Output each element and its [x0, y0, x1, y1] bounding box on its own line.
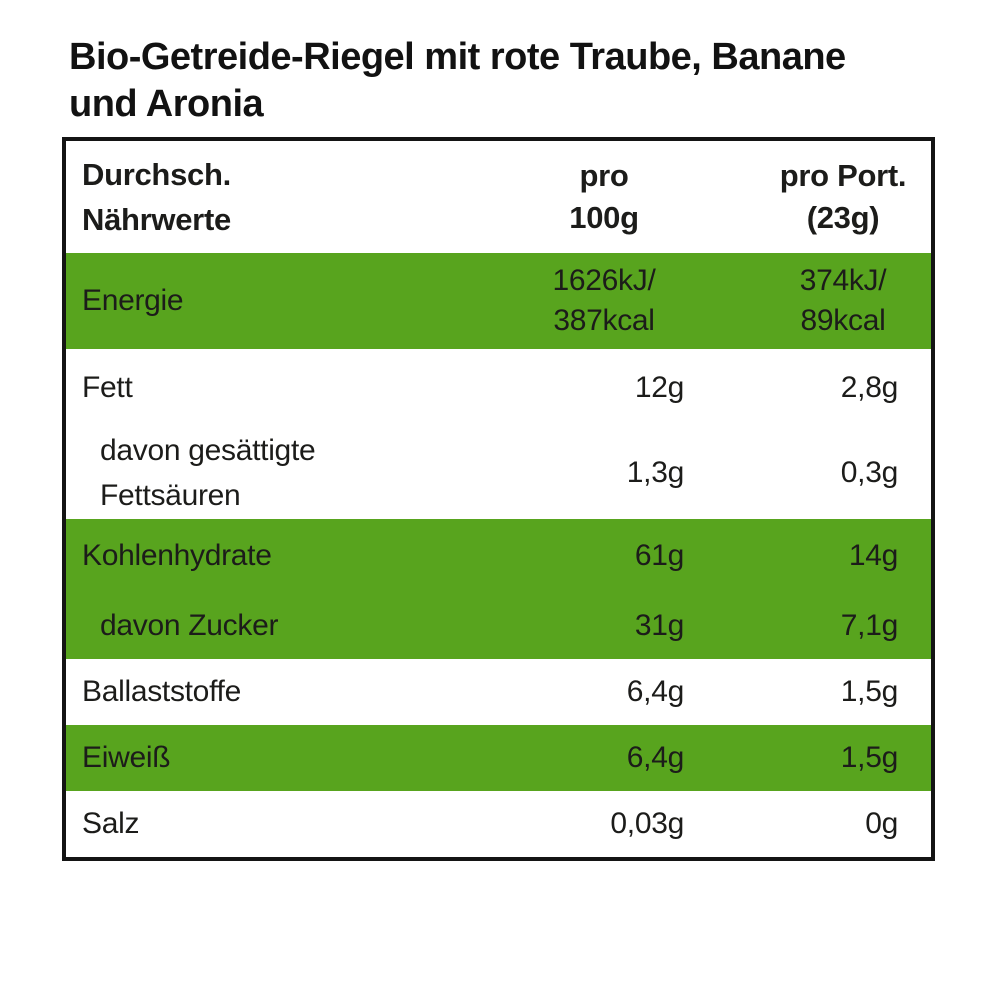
header-nutrients-line-2: Nährwerte: [82, 202, 231, 237]
row-gesaettigte-fettsaeuren: davon gesättigte Fettsäuren 1,3g 0,3g: [66, 427, 931, 519]
cell-portion: 374kJ/ 89kcal: [722, 261, 931, 341]
header-nutrients-line-1: Durchsch.: [82, 157, 231, 192]
energy-portion-kcal: 89kcal: [800, 304, 886, 337]
cell-portion: 1,5g: [840, 675, 899, 708]
cell-per100g: 12g: [634, 371, 684, 404]
header-per-portion-line-1: pro Port.: [779, 158, 907, 193]
product-title-line-1: Bio-Getreide-Riegel mit rote Traube, Ban…: [69, 36, 846, 78]
row-davon-zucker: davon Zucker 31g 7,1g: [66, 593, 931, 659]
product-title-line-2: und Aronia: [69, 83, 264, 125]
cell-label: Fett: [82, 371, 133, 404]
energy-portion-kj: 374kJ/: [799, 264, 887, 297]
header-per-portion: pro Port. (23g): [722, 155, 931, 239]
cell-label: davon Zucker: [100, 609, 279, 642]
row-salz: Salz 0,03g 0g: [66, 791, 931, 857]
cell-label: davon gesättigte Fettsäuren: [66, 428, 486, 518]
cell-portion: 14g: [848, 539, 898, 572]
cell-portion: 2,8g: [840, 371, 899, 404]
cell-per100g: 1,3g: [626, 456, 685, 489]
product-title: Bio-Getreide-Riegel mit rote Traube, Ban…: [69, 34, 969, 128]
cell-per100g: 61g: [634, 539, 684, 572]
row-kohlenhydrate: Kohlenhydrate 61g 14g: [66, 519, 931, 593]
row-ballaststoffe: Ballaststoffe 6,4g 1,5g: [66, 659, 931, 725]
cell-portion: 0,3g: [840, 456, 899, 489]
cell-per100g: 0,03g: [610, 807, 684, 840]
cell-label: Salz: [82, 807, 140, 840]
gesaettigt-label-line-2: Fettsäuren: [100, 479, 241, 512]
cell-label: Eiweiß: [82, 741, 171, 774]
cell-label: Ballaststoffe: [82, 675, 241, 708]
row-energie: Energie 1626kJ/ 387kcal 374kJ/ 89kcal: [66, 253, 931, 349]
cell-portion: 7,1g: [840, 609, 899, 642]
cell-label: Energie: [82, 284, 184, 317]
header-nutrients-label: Durchsch. Nährwerte: [66, 152, 486, 242]
header-per-100g-line-2: 100g: [569, 200, 639, 235]
row-fett: Fett 12g 2,8g: [66, 349, 931, 427]
cell-label: Kohlenhydrate: [82, 539, 272, 572]
header-per-100g: pro 100g: [486, 155, 722, 239]
cell-per100g: 31g: [634, 609, 684, 642]
cell-per100g: 6,4g: [626, 741, 685, 774]
cell-portion: 1,5g: [840, 741, 899, 774]
energy-per100g-kcal: 387kcal: [553, 304, 655, 337]
header-per-100g-line-1: pro: [579, 158, 629, 193]
row-eiweiss: Eiweiß 6,4g 1,5g: [66, 725, 931, 791]
cell-per100g: 6,4g: [626, 675, 685, 708]
cell-per100g: 1626kJ/ 387kcal: [486, 261, 722, 341]
header-per-portion-line-2: (23g): [806, 200, 880, 235]
gesaettigt-label-line-1: davon gesättigte: [100, 434, 316, 467]
energy-per100g-kj: 1626kJ/: [552, 264, 656, 297]
cell-portion: 0g: [865, 807, 898, 840]
table-header-row: Durchsch. Nährwerte pro 100g pro Port. (…: [66, 141, 931, 253]
nutrition-table: Durchsch. Nährwerte pro 100g pro Port. (…: [62, 137, 935, 861]
